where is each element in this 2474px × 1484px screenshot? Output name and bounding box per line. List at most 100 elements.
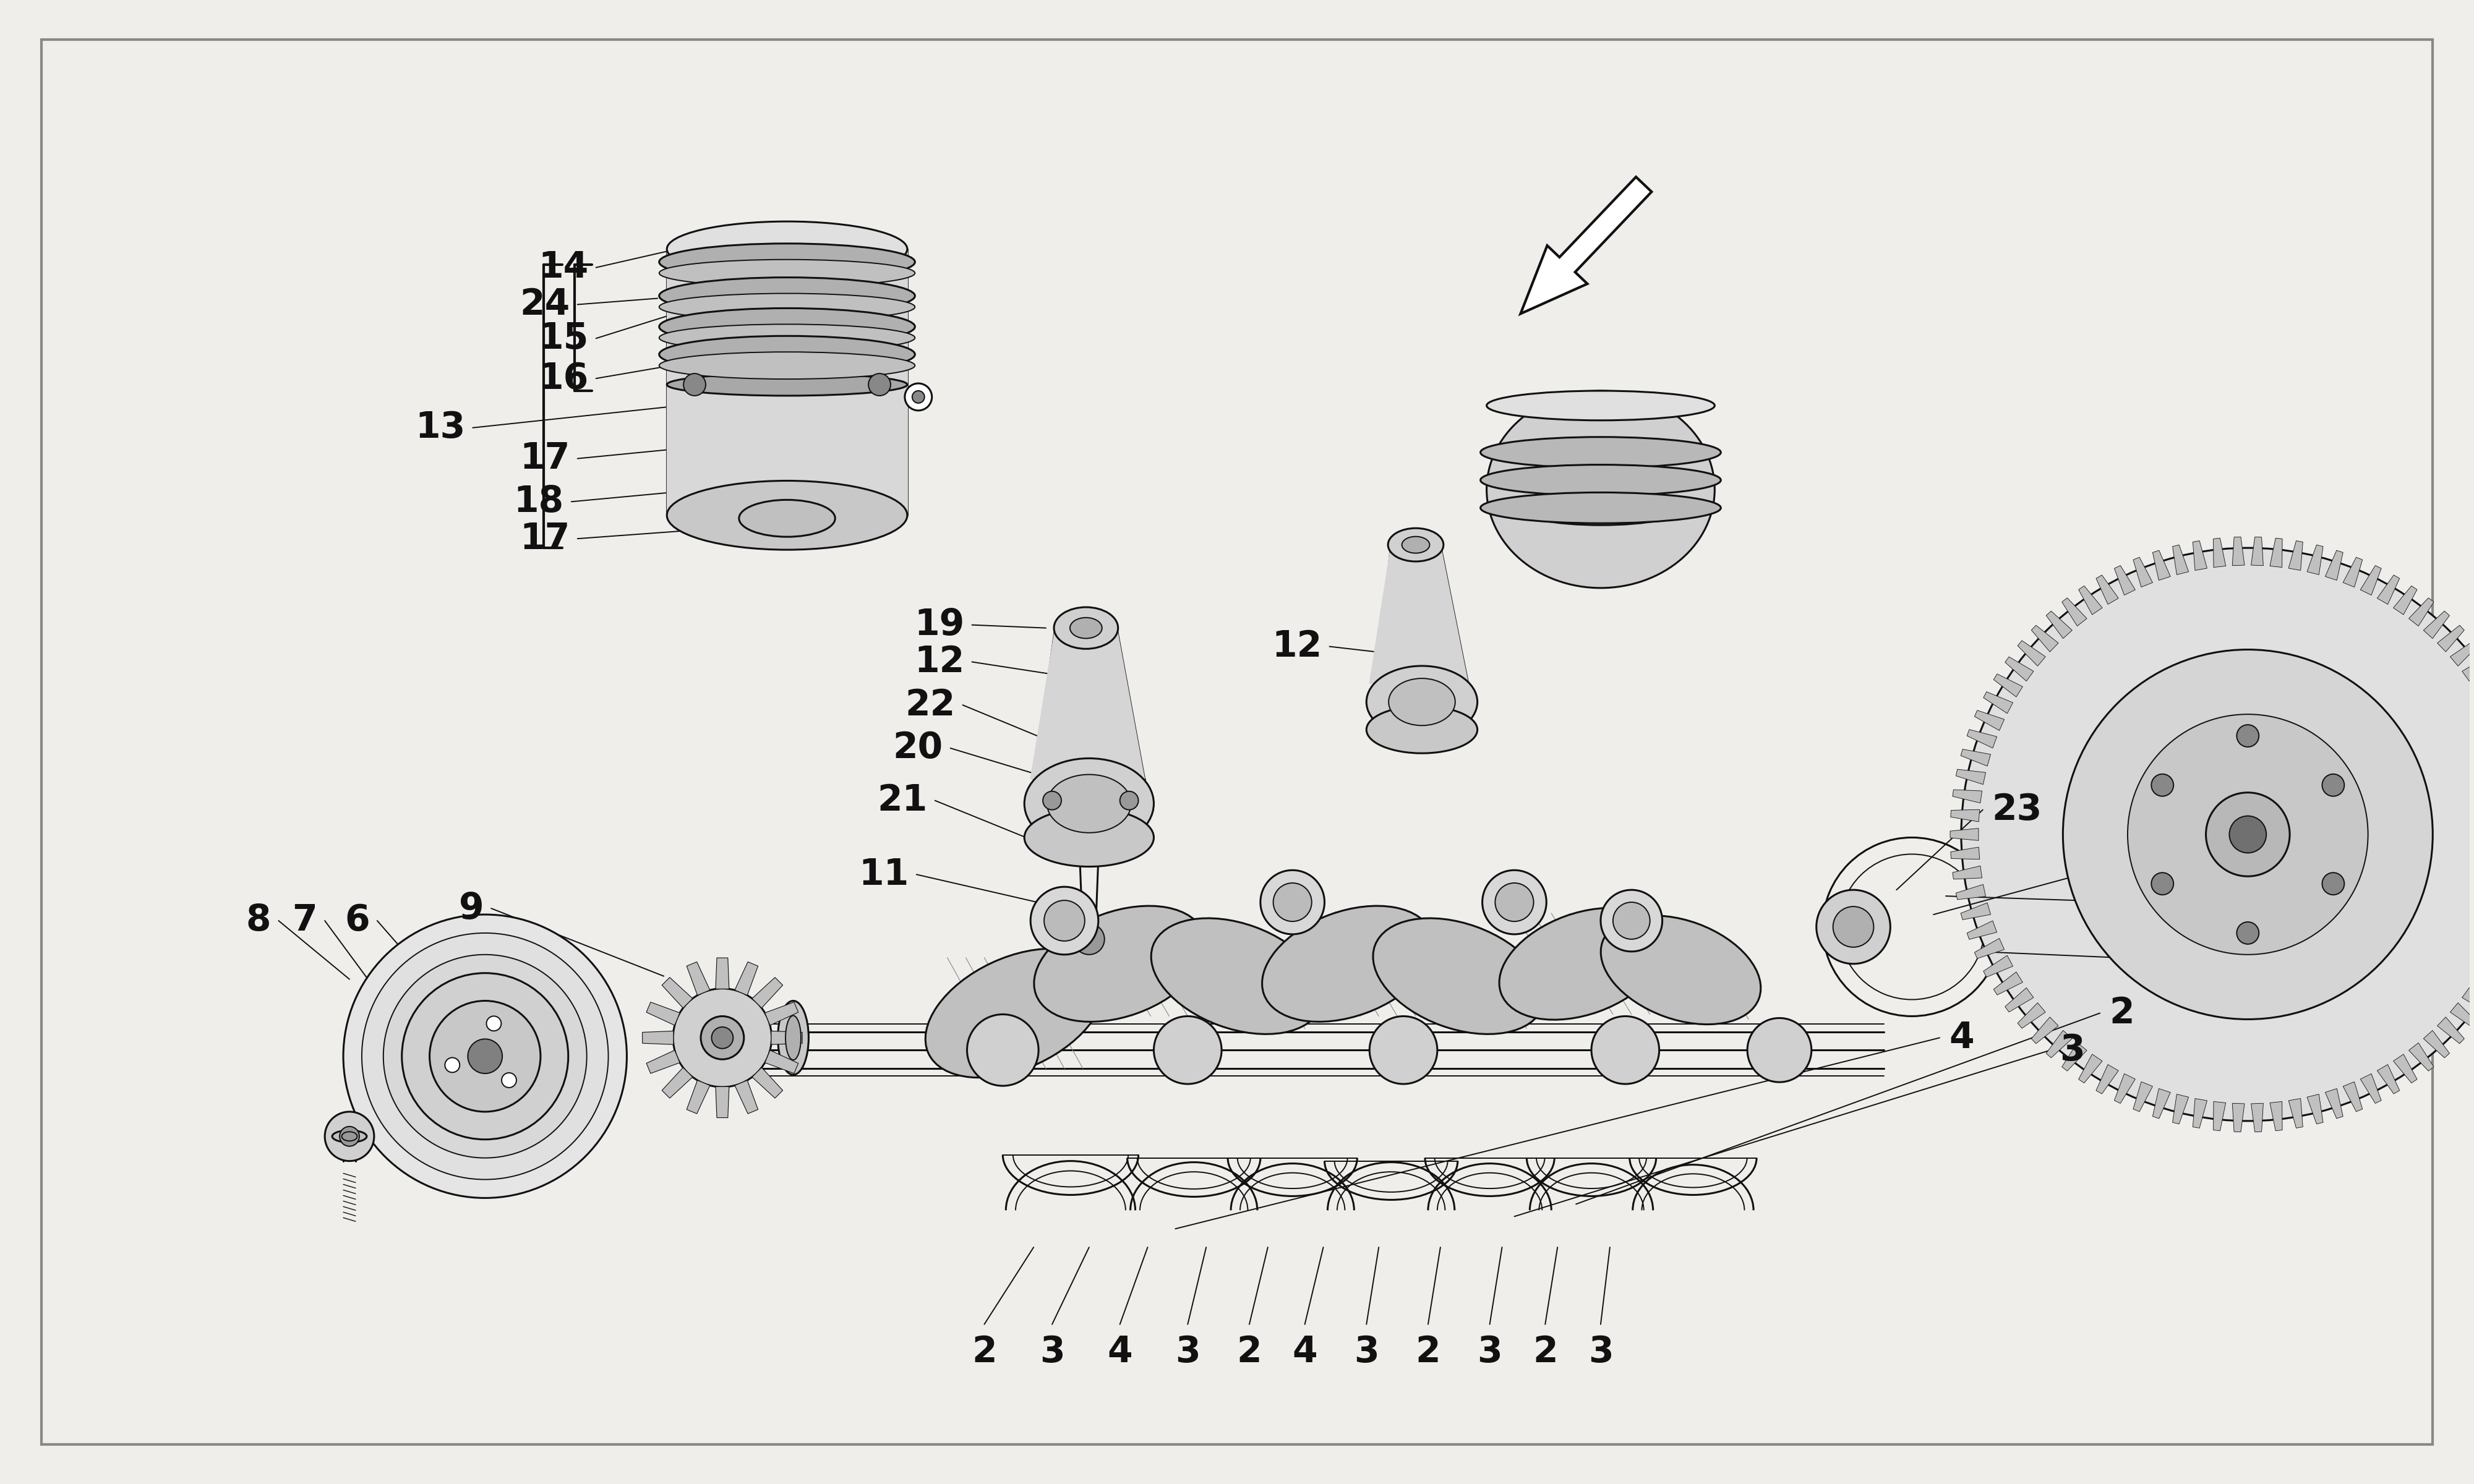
- Polygon shape: [2410, 598, 2434, 626]
- Polygon shape: [764, 1002, 799, 1025]
- Text: 3: 3: [1353, 1334, 1378, 1370]
- Polygon shape: [2115, 565, 2135, 595]
- Polygon shape: [2046, 611, 2073, 638]
- Text: 23: 23: [1992, 792, 2041, 828]
- Circle shape: [1074, 923, 1103, 954]
- Polygon shape: [2425, 1030, 2449, 1058]
- Circle shape: [487, 1017, 502, 1031]
- Polygon shape: [1950, 847, 1979, 859]
- Ellipse shape: [1601, 916, 1761, 1024]
- Circle shape: [339, 1126, 359, 1146]
- Ellipse shape: [1366, 666, 1477, 738]
- Polygon shape: [2172, 545, 2189, 574]
- Ellipse shape: [717, 1024, 732, 1076]
- Text: 10: 10: [2157, 838, 2209, 874]
- Polygon shape: [2326, 551, 2343, 580]
- Ellipse shape: [1388, 528, 1442, 561]
- Text: 1: 1: [2128, 939, 2152, 975]
- Circle shape: [1494, 883, 1534, 922]
- Polygon shape: [668, 249, 908, 515]
- Circle shape: [1044, 901, 1084, 941]
- Ellipse shape: [668, 374, 908, 396]
- Polygon shape: [2392, 1054, 2417, 1083]
- Text: 2: 2: [1531, 1334, 1559, 1370]
- Text: 18: 18: [515, 484, 564, 519]
- Circle shape: [2063, 650, 2432, 1020]
- Polygon shape: [2437, 625, 2464, 651]
- Text: 4: 4: [1291, 1334, 1316, 1370]
- Ellipse shape: [1069, 617, 1101, 638]
- Circle shape: [401, 974, 569, 1140]
- Polygon shape: [2462, 988, 2474, 1012]
- Polygon shape: [663, 1067, 693, 1098]
- Polygon shape: [1957, 884, 1987, 899]
- Circle shape: [2128, 714, 2368, 954]
- Polygon shape: [752, 978, 782, 1008]
- Ellipse shape: [668, 221, 908, 276]
- Ellipse shape: [658, 309, 915, 346]
- Polygon shape: [1962, 749, 1992, 766]
- Text: 11: 11: [858, 856, 908, 892]
- Ellipse shape: [1499, 908, 1665, 1020]
- Text: 2: 2: [972, 1334, 997, 1370]
- Circle shape: [1591, 1017, 1660, 1083]
- Ellipse shape: [1262, 905, 1435, 1022]
- Circle shape: [913, 390, 925, 404]
- Circle shape: [868, 374, 891, 396]
- Polygon shape: [1950, 810, 1979, 822]
- Ellipse shape: [777, 1000, 809, 1074]
- Polygon shape: [1984, 956, 2014, 976]
- Ellipse shape: [1047, 775, 1131, 833]
- Text: 16: 16: [539, 361, 589, 396]
- Circle shape: [2229, 816, 2266, 853]
- Polygon shape: [2232, 1103, 2244, 1132]
- Polygon shape: [772, 1031, 802, 1045]
- Polygon shape: [2378, 574, 2400, 604]
- Circle shape: [1121, 791, 1138, 810]
- Text: 7: 7: [292, 904, 317, 938]
- Polygon shape: [1974, 938, 2004, 959]
- Polygon shape: [2425, 611, 2449, 638]
- Polygon shape: [1950, 828, 1979, 840]
- Circle shape: [1482, 870, 1546, 935]
- Ellipse shape: [1479, 436, 1722, 467]
- Polygon shape: [2462, 657, 2474, 681]
- Polygon shape: [2078, 1054, 2103, 1083]
- Circle shape: [361, 933, 609, 1180]
- Polygon shape: [2214, 539, 2227, 567]
- Circle shape: [713, 1027, 732, 1049]
- Circle shape: [1833, 907, 1873, 947]
- Polygon shape: [2061, 1043, 2088, 1071]
- Text: 4: 4: [1950, 1020, 1974, 1055]
- Text: 3: 3: [1477, 1334, 1502, 1370]
- Circle shape: [1371, 1017, 1437, 1083]
- Polygon shape: [2152, 1089, 2170, 1119]
- Polygon shape: [715, 1086, 730, 1117]
- Text: 24: 24: [520, 286, 569, 322]
- Polygon shape: [688, 1080, 710, 1113]
- Text: 17: 17: [520, 521, 569, 556]
- Circle shape: [1747, 1018, 1811, 1082]
- Polygon shape: [2392, 586, 2417, 614]
- Circle shape: [1153, 1017, 1222, 1083]
- Polygon shape: [2133, 1082, 2152, 1112]
- Polygon shape: [2308, 1094, 2323, 1123]
- Polygon shape: [2251, 537, 2264, 565]
- Polygon shape: [2232, 537, 2244, 565]
- Polygon shape: [2437, 1017, 2464, 1043]
- Text: 22: 22: [905, 687, 955, 723]
- Polygon shape: [1952, 789, 1982, 803]
- Circle shape: [2323, 775, 2345, 797]
- Text: 3: 3: [1175, 1334, 1200, 1370]
- Polygon shape: [2095, 574, 2118, 604]
- Polygon shape: [2308, 545, 2323, 574]
- Polygon shape: [1371, 545, 1467, 684]
- Circle shape: [967, 1015, 1039, 1086]
- Circle shape: [502, 1073, 517, 1088]
- Polygon shape: [643, 1031, 673, 1045]
- Polygon shape: [2449, 641, 2474, 666]
- Ellipse shape: [658, 278, 915, 315]
- Circle shape: [2236, 922, 2259, 944]
- Circle shape: [324, 1112, 374, 1160]
- Polygon shape: [2192, 540, 2207, 570]
